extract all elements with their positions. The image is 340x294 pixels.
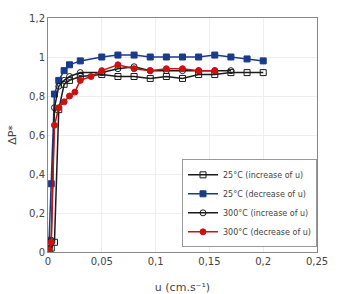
svg-text:1: 1 — [39, 52, 45, 63]
svg-text:1,2: 1,2 — [29, 13, 45, 24]
svg-text:0,8: 0,8 — [29, 91, 45, 102]
svg-text:25°C (increase of u): 25°C (increase of u) — [223, 171, 303, 180]
svg-text:0,25: 0,25 — [306, 256, 328, 267]
svg-text:0,4: 0,4 — [29, 169, 45, 180]
svg-text:0,6: 0,6 — [29, 130, 45, 141]
svg-text:0,2: 0,2 — [29, 208, 45, 219]
svg-text:0,2: 0,2 — [255, 256, 271, 267]
svg-text:0: 0 — [39, 247, 45, 258]
svg-text:0,1: 0,1 — [148, 256, 164, 267]
svg-text:0,15: 0,15 — [198, 256, 220, 267]
svg-text:u (cm.s⁻¹): u (cm.s⁻¹) — [155, 281, 210, 294]
svg-text:ΔP*: ΔP* — [6, 125, 19, 145]
svg-text:0,05: 0,05 — [91, 256, 113, 267]
svg-text:25°C (decrease of u): 25°C (decrease of u) — [223, 190, 306, 199]
svg-text:0: 0 — [45, 256, 51, 267]
svg-text:300°C (decrease of u): 300°C (decrease of u) — [223, 228, 311, 237]
svg-text:300°C (increase of u): 300°C (increase of u) — [223, 209, 308, 218]
